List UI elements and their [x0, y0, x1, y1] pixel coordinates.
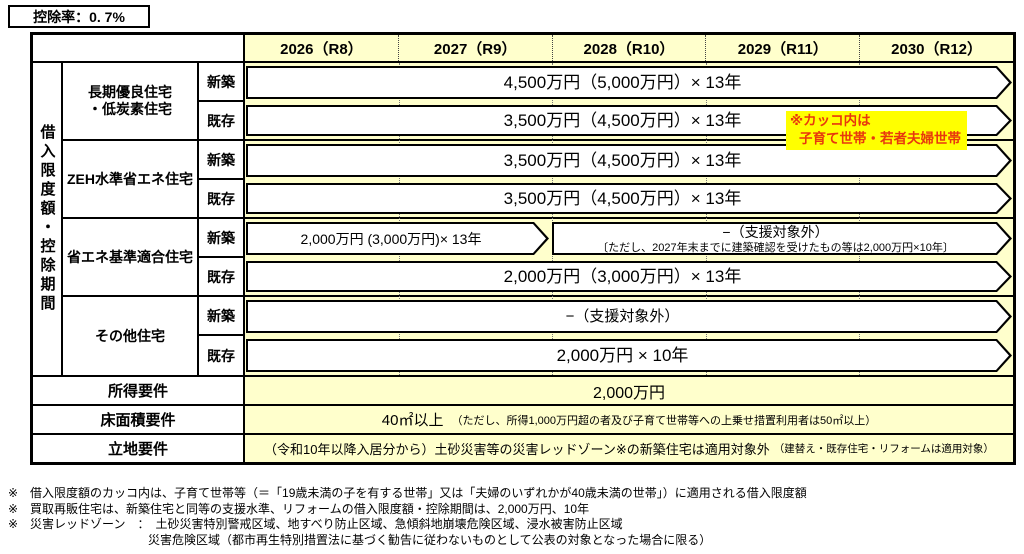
category-line: ZEH水準省エネ住宅: [67, 170, 193, 187]
limit-value: 3,500万円（4,500万円）× 13年: [503, 110, 742, 130]
location-requirement-row: 立地要件 （令和10年以降入居分から）土砂災害等の災害レッドゾーン※の新築住宅は…: [33, 433, 1013, 462]
limit-value: 2,000万円 (3,000万円)× 13年: [300, 230, 482, 247]
floor-area-requirement-row: 床面積要件 40㎡以上 （ただし、所得1,000万円超の者及び子育て世帯等への上…: [33, 404, 1013, 433]
arrow-limit: 2,000万円 × 10年: [246, 339, 1012, 372]
type-shinchiku: 新築: [199, 63, 245, 102]
type-shinchiku: 新築: [199, 297, 245, 336]
arrow-fill: [246, 300, 1012, 333]
left-axis-label: 借入限度額・控除期間: [33, 63, 63, 375]
limit-value-note: 〔ただし、2027年末までに建築確認を受けたもの等は2,000万円×10年〕: [597, 241, 954, 254]
deduction-rate-label: 控除率：0. 7%: [33, 8, 125, 25]
value-row-7: −（支援対象外）: [245, 297, 1013, 336]
parentheses-note-box: ※カッコ内は 子育て世帯・若者夫婦世帯: [786, 111, 967, 150]
note-line-1: ※カッコ内は: [790, 113, 871, 128]
limit-value: −（支援対象外）: [565, 307, 680, 325]
value-row-6: 2,000万円（3,000万円）× 13年: [245, 258, 1013, 297]
income-requirement-label: 所得要件: [33, 377, 245, 404]
category-zeh: ZEH水準省エネ住宅: [63, 141, 199, 219]
value-row-1: 4,500万円（5,000万円）× 13年: [245, 63, 1013, 102]
arrow-fill: [246, 261, 1012, 292]
arrow-limit-2026-2027: 2,000万円 (3,000万円)× 13年: [246, 222, 549, 255]
limit-value: 2,000万円 × 10年: [556, 345, 689, 365]
location-requirement-value: （令和10年以降入居分から）土砂災害等の災害レッドゾーン※の新築住宅は適用対象外…: [245, 435, 1013, 462]
type-kizon: 既存: [199, 102, 245, 141]
arrow-limit: −（支援対象外）: [246, 300, 1012, 333]
arrow-limit-2028-2030: −（支援対象外） 〔ただし、2027年末までに建築確認を受けたもの等は2,000…: [552, 222, 1012, 255]
floor-area-requirement-label: 床面積要件: [33, 406, 245, 433]
type-kizon: 既存: [199, 336, 245, 375]
category-line: ・低炭素住宅: [88, 101, 172, 117]
deduction-rate-box: 控除率：0. 7%: [8, 5, 150, 28]
table-body: 借入限度額・控除期間 長期優良住宅 ・低炭素住宅 新築 4,500万円（5,00…: [33, 63, 1013, 375]
footnote-4: 災害危険区域（都市再生特別措置法に基づく勧告に従わないものとして公表の対象となっ…: [148, 532, 712, 547]
type-shinchiku: 新築: [199, 141, 245, 180]
note-line-2: 子育て世帯・若者夫婦世帯: [799, 131, 961, 146]
value-row-5: 2,000万円 (3,000万円)× 13年 −（支援対象外） 〔ただし、202…: [245, 219, 1013, 258]
requirement-value-text: 40㎡以上: [381, 412, 444, 429]
header-year-2030: 2030（R12）: [859, 35, 1013, 61]
footnote-1: ※ 借入限度額のカッコ内は、子育て世帯等（＝「19歳未満の子を有する世帯」又は「…: [8, 486, 807, 500]
floor-area-requirement-value: 40㎡以上 （ただし、所得1,000万円超の者及び子育て世帯等への上乗せ措置利用…: [245, 406, 1013, 433]
arrow-limit: 3,500万円（4,500万円）× 13年: [246, 183, 1012, 214]
header-corner-cell: [33, 35, 245, 61]
type-kizon: 既存: [199, 180, 245, 219]
footnote-2: ※ 買取再販住宅は、新築住宅と同等の支援水準、リフォームの借入限度額・控除期間は…: [8, 501, 590, 516]
header-year-2027: 2027（R9）: [397, 35, 552, 61]
arrow-fill: [246, 222, 549, 255]
category-sonota: その他住宅: [63, 297, 199, 375]
arrow-fill: [246, 339, 1012, 372]
limit-value: 3,500万円（4,500万円）× 13年: [503, 150, 742, 170]
type-shinchiku: 新築: [199, 219, 245, 258]
type-kizon: 既存: [199, 258, 245, 297]
value-row-8: 2,000万円 × 10年: [245, 336, 1013, 375]
income-requirement-row: 所得要件 2,000万円: [33, 375, 1013, 404]
category-chouki-yuuryou: 長期優良住宅 ・低炭素住宅: [63, 63, 199, 141]
category-line: 長期優良住宅: [88, 84, 172, 100]
table-header-row: 2026（R8） 2027（R9） 2028（R10） 2029（R11） 20…: [33, 35, 1013, 63]
requirement-value-text: 2,000万円: [592, 384, 666, 402]
header-year-2026: 2026（R8）: [245, 35, 398, 61]
footnotes: ※ 借入限度額のカッコ内は、子育て世帯等（＝「19歳未満の子を有する世帯」又は「…: [8, 486, 1020, 548]
footnote-3: ※ 災害レッドゾーン ： 土砂災害特別警戒区域、地すべり防止区域、急傾斜地崩壊危…: [8, 517, 623, 531]
limit-value: 3,500万円（4,500万円）× 13年: [503, 188, 742, 208]
value-row-4: 3,500万円（4,500万円）× 13年: [245, 180, 1013, 219]
limit-value: 4,500万円（5,000万円）× 13年: [503, 72, 742, 92]
loan-deduction-table: 2026（R8） 2027（R9） 2028（R10） 2029（R11） 20…: [30, 32, 1016, 465]
requirement-value-subtext: （ただし、所得1,000万円超の者及び子育て世帯等への上乗せ措置利用者は50㎡以…: [451, 414, 877, 427]
arrow-limit: 2,000万円（3,000万円）× 13年: [246, 261, 1012, 292]
category-line: 省エネ基準適合住宅: [67, 248, 193, 265]
requirement-value-subtext: （建替え・既存住宅・リフォームは適用対象）: [773, 443, 994, 455]
header-year-2029: 2029（R11）: [705, 35, 860, 61]
limit-value: 2,000万円（3,000万円）× 13年: [503, 266, 742, 286]
requirement-value-text: （令和10年以降入居分から）土砂災害等の災害レッドゾーン※の新築住宅は適用対象外: [264, 442, 770, 457]
location-requirement-label: 立地要件: [33, 435, 245, 462]
header-year-2028: 2028（R10）: [551, 35, 706, 61]
income-requirement-value: 2,000万円: [245, 377, 1013, 404]
arrow-limit: 4,500万円（5,000万円）× 13年: [246, 66, 1012, 99]
arrow-fill: [246, 66, 1012, 99]
arrow-fill: [246, 183, 1012, 214]
limit-value: −（支援対象外）: [722, 223, 829, 240]
arrow-fill: [552, 222, 1012, 255]
category-line: その他住宅: [95, 327, 165, 344]
category-shouene-kijun: 省エネ基準適合住宅: [63, 219, 199, 297]
